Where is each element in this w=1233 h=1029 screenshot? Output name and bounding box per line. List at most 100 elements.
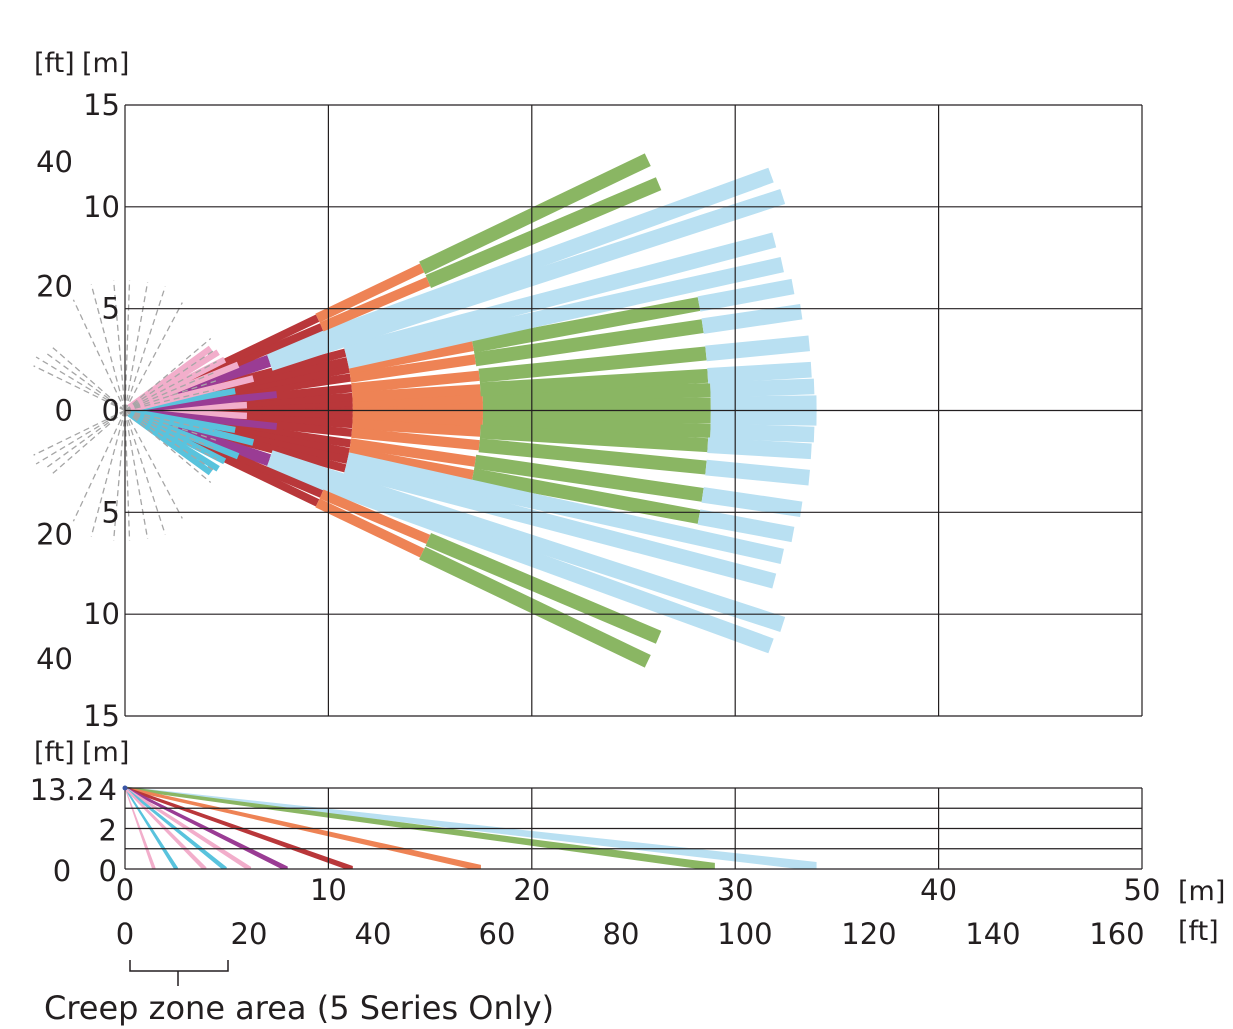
sensor-mount-point [122,785,128,791]
beam-4-segment-2 [479,368,709,397]
top-m-tick-label-2: 5 [102,292,120,326]
creep-line-0 [124,410,212,484]
x-ft-tick-label-4: 80 [603,917,640,951]
top-m-tick-label-6: 15 [83,699,120,733]
beam-1-segment-1 [352,407,484,420]
creep-line-25 [90,284,126,411]
creep-line-22 [124,410,131,541]
beam-5-segment-1 [352,418,481,437]
x-ft-tick-label-6: 120 [841,917,896,951]
creep-line-15 [33,409,126,456]
creep-line-12 [52,410,126,474]
top-view-axis-labels: 15 10 5 0 5 10 15 40 20 0 20 40 [36,88,120,733]
creep-line-21 [113,410,126,541]
top-view-grid [124,104,1143,717]
x-ft-tick-label-1: 20 [231,917,268,951]
beam-4-segment-1 [352,384,481,403]
beam-31-segment-0 [129,408,255,446]
top-m-tick-label-0: 15 [83,88,120,122]
top-view-beams [127,153,817,668]
creep-line-32 [124,410,183,519]
beam-11-segment-2 [471,468,701,524]
beam-38-segment-0 [127,345,213,411]
side-m-tick-label-0: 4 [99,773,117,807]
creep-line-2 [124,409,217,460]
top-m-tick-label-3: 0 [102,394,120,428]
beam-1-segment-3 [710,408,817,426]
creep-line-3 [124,409,217,451]
creep-line-11 [124,389,215,412]
creep-line-17 [43,351,126,412]
beam-9-segment-1 [349,438,476,467]
side-ft-tick-label-1: 0 [53,854,71,888]
top-unit-ft-label: [ft] [34,48,75,79]
beam-0-segment-1 [352,401,484,414]
beam-11-segment-1 [348,447,474,481]
beam-6-segment-3 [705,335,810,362]
x-ft-tick-label-7: 140 [965,917,1020,951]
creep-line-24 [124,410,166,535]
side-m-tick-label-1: 2 [99,814,117,848]
beam-20-segment-1 [319,277,431,332]
beam-1-segment-2 [482,407,711,424]
x-m-tick-label-0: 0 [116,873,134,907]
beam-15-segment-1 [343,460,777,589]
x-m-tick-label-1: 10 [310,873,347,907]
creep-zone-bracket [129,960,229,986]
top-ft-tick-label-2: 0 [55,394,73,428]
beam-23-segment-1 [315,498,425,558]
beam-9-segment-3 [701,487,803,517]
creep-line-10 [124,380,217,412]
creep-line-7 [124,349,215,412]
beam-2-segment-3 [710,378,815,398]
creep-zone-pattern [33,280,217,541]
beam-2-segment-2 [482,383,711,405]
beam-3-segment-1 [352,413,483,429]
creep-line-33 [124,302,183,411]
side-view-beams [125,786,817,869]
beam-3-segment-3 [710,423,815,443]
side-unit-m-label: [m] [82,737,129,768]
beam-22-segment-2 [419,153,651,275]
beam-6-segment-2 [478,346,707,383]
beam-16-segment-1 [267,189,786,371]
beam-23-segment-2 [419,546,651,668]
beam-18-segment-1 [265,167,774,366]
top-ft-tick-label-4: 40 [36,642,73,676]
x-m-tick-label-4: 40 [920,873,957,907]
beam-9-segment-2 [474,454,704,502]
x-ft-tick-label-3: 60 [479,917,516,951]
x-m-tick-label-2: 20 [513,873,550,907]
beam-39-segment-0 [127,410,213,476]
creep-line-27 [124,280,131,411]
beam-0-segment-3 [710,395,817,413]
creep-line-9 [124,370,217,412]
beam-0-segment-2 [482,397,711,414]
x-ft-tick-label-0: 0 [116,917,134,951]
side-ft-tick-label-0: 13.2 [30,773,95,807]
creep-line-31 [72,299,126,411]
beam-13-segment-1 [345,452,784,564]
creep-line-1 [124,409,215,472]
beam-5-segment-3 [707,437,812,460]
top-m-tick-label-4: 5 [102,495,120,529]
creep-line-20 [90,410,126,537]
beam-12-segment-1 [345,257,784,369]
x-axis-ft-unit: [ft] [1178,916,1219,947]
x-axis-labels: 0 10 20 30 40 50 0 20 40 60 80 100 120 140 160 [116,873,1161,951]
creep-line-19 [33,365,126,412]
creep-line-14 [35,409,126,465]
beam-2-segment-1 [352,392,483,408]
creep-line-6 [124,337,212,411]
creep-line-18 [35,356,126,412]
creep-zone-caption: Creep zone area (5 Series Only) [44,989,554,1027]
beam-5-segment-2 [479,424,709,453]
beam-30-segment-0 [129,375,255,413]
x-ft-tick-label-8: 160 [1089,917,1144,951]
beam-8-segment-3 [701,304,803,334]
side-unit-ft-label: [ft] [34,737,75,768]
creep-line-13 [43,409,126,470]
side-view-grid [122,785,1143,870]
